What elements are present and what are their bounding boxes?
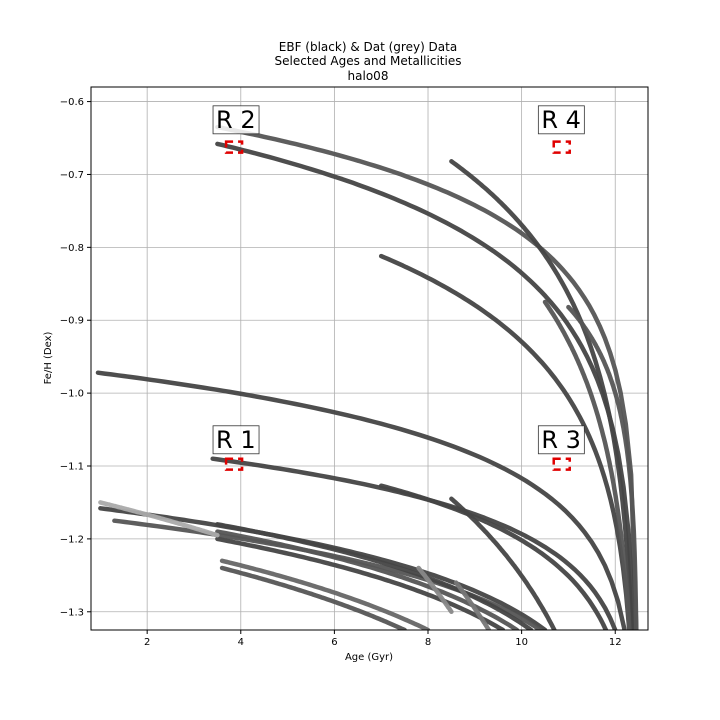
region-label-box [537, 425, 585, 455]
y-tick-label: −0.8 [60, 243, 84, 254]
region-label: R 4 [541, 106, 581, 134]
series-line [378, 253, 632, 630]
series-line [215, 529, 520, 630]
x-tick-label: 10 [515, 637, 528, 648]
y-tick-label: −1.1 [60, 462, 84, 473]
x-axis-ticks: 2 4 6 8 10 12 [144, 630, 622, 648]
region-label: R 1 [216, 426, 256, 454]
series-line [215, 536, 506, 630]
x-tick-label: 8 [425, 637, 431, 648]
x-axis-label: Age (Gyr) [345, 652, 393, 663]
series-line [215, 522, 534, 630]
y-tick-label: −1.2 [60, 534, 84, 545]
series-line [215, 124, 639, 630]
data-series [95, 124, 639, 630]
chart-title-line-3: halo08 [348, 69, 389, 83]
x-tick-label: 2 [144, 637, 150, 648]
series-line [449, 496, 557, 630]
region-label-box [537, 105, 585, 135]
region-box [224, 140, 244, 154]
series-line [378, 483, 609, 630]
chart-title-line-2: Selected Ages and Metallicities [275, 54, 462, 68]
region-label-box [212, 105, 260, 135]
plot-frame [90, 86, 649, 631]
series-line [453, 580, 492, 630]
series-line [95, 370, 627, 630]
region-box [552, 457, 571, 471]
series-line [449, 159, 634, 630]
y-tick-label: −0.9 [60, 316, 84, 327]
y-tick-label: −1.3 [60, 607, 84, 618]
region-markers: R 1 R 2 R 3 R 4 [212, 105, 585, 471]
y-tick-label: −0.6 [60, 97, 84, 108]
x-tick-label: 4 [238, 637, 244, 648]
y-tick-label: −0.7 [60, 170, 84, 181]
series-line [566, 304, 639, 630]
series-line [542, 299, 632, 630]
region-label-box [212, 425, 260, 455]
series-line [98, 500, 220, 538]
region-label: R 2 [216, 106, 256, 134]
region-box [552, 140, 571, 154]
chart-title-line-1: EBF (black) & Dat (grey) Data [279, 40, 457, 54]
y-axis-label: Fe/H (Dex) [43, 331, 54, 384]
series-line [416, 565, 454, 615]
x-tick-label: 6 [331, 637, 337, 648]
region-box [224, 457, 244, 471]
series-line [219, 565, 407, 630]
x-tick-label: 12 [609, 637, 622, 648]
region-label: R 3 [541, 426, 581, 454]
series-line [215, 141, 637, 630]
series-line [219, 558, 431, 630]
y-tick-label: −1.0 [60, 389, 84, 400]
y-axis-ticks: −0.6 −0.7 −0.8 −0.9 −1.0 −1.1 −1.2 −1.3 [60, 97, 91, 618]
